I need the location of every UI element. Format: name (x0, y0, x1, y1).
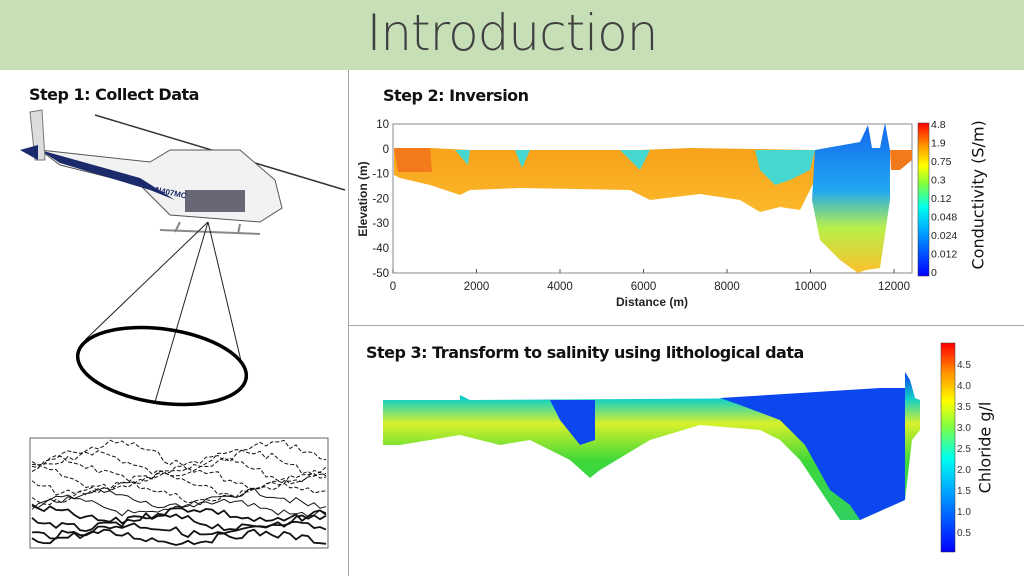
colorbar-tick-label: 2.0 (957, 465, 971, 476)
sounding-curve (31, 520, 327, 540)
colorbar-tick-label: 0.12 (931, 193, 952, 205)
x-axis-label: Distance (m) (616, 295, 688, 309)
colorbar-tick-label: 0.75 (931, 156, 952, 168)
y-tick-label: -10 (372, 169, 389, 181)
x-tick-label: 0 (390, 281, 396, 293)
sounding-curve (31, 439, 327, 471)
sounding-curve (31, 487, 327, 510)
x-tick-label: 12000 (878, 281, 910, 293)
sounding-curve (31, 480, 327, 506)
x-tick-label: 6000 (631, 281, 657, 293)
slide-title: Introduction (366, 4, 659, 62)
sounding-curve (31, 504, 327, 525)
title-banner (0, 0, 1024, 70)
sounding-curve (31, 449, 327, 477)
conductivity-colorbar-label: Conductivity (S/m) (968, 120, 988, 270)
salinity-section: 4.5 4.0 3.5 3.0 2.5 2.0 1.5 1.0 0.5 (383, 342, 971, 553)
sounding-curve (31, 528, 327, 546)
helicopter-icon: N407MC (20, 109, 346, 407)
colorbar-tick-label: 4.5 (957, 360, 971, 371)
conductivity-section: 0 2000 4000 6000 8000 10000 12000 10 0 -10 -20 -30 -… (372, 119, 957, 293)
colorbar-tick-label: 0 (931, 267, 937, 279)
y-tick-label: 0 (383, 144, 389, 156)
colorbar-tick-label: 4.0 (957, 381, 971, 392)
sounding-curve (31, 454, 327, 485)
y-tick-label: -30 (372, 218, 389, 230)
chloride-colorbar-label: Chloride g/l (975, 401, 995, 494)
sounding-curve (31, 472, 327, 499)
sounding-data-plot (29, 437, 329, 549)
colorbar-tick-label: 0.3 (931, 175, 946, 187)
colorbar-tick-label: 0.024 (931, 230, 957, 242)
colorbar-tick-label: 0.048 (931, 212, 957, 224)
x-tick-label: 4000 (547, 281, 573, 293)
x-tick-label: 8000 (714, 281, 740, 293)
y-tick-label: -40 (372, 243, 389, 255)
step2-label: Step 2: Inversion (383, 86, 529, 105)
y-tick-label: 10 (376, 119, 389, 131)
section-main (394, 148, 815, 212)
step1-label: Step 1: Collect Data (29, 85, 199, 104)
chloride-colorbar (940, 342, 956, 553)
divider-vertical (348, 70, 349, 576)
sounding-curve (31, 496, 327, 518)
conductivity-colorbar (917, 122, 930, 277)
divider-horizontal (348, 325, 1024, 326)
colorbar-tick-label: 0.5 (957, 528, 971, 539)
step3-label: Step 3: Transform to salinity using lith… (366, 343, 804, 362)
colorbar-tick-label: 1.9 (931, 138, 946, 150)
colorbar-tick-label: 3.0 (957, 423, 971, 434)
x-tick-label: 2000 (464, 281, 490, 293)
colorbar-tick-label: 0.012 (931, 249, 957, 261)
colorbar-tick-label: 2.5 (957, 444, 971, 455)
colorbar-tick-label: 1.5 (957, 486, 971, 497)
sounding-curve (31, 463, 327, 492)
colorbar-tick-label: 4.8 (931, 119, 946, 131)
colorbar-tick-label: 1.0 (957, 507, 971, 518)
sounding-curve (31, 512, 327, 533)
y-axis-label: Elevation (m) (356, 161, 370, 236)
x-tick-label: 10000 (795, 281, 827, 293)
y-tick-label: -50 (372, 268, 389, 280)
colorbar-tick-label: 3.5 (957, 402, 971, 413)
y-tick-label: -20 (372, 193, 389, 205)
